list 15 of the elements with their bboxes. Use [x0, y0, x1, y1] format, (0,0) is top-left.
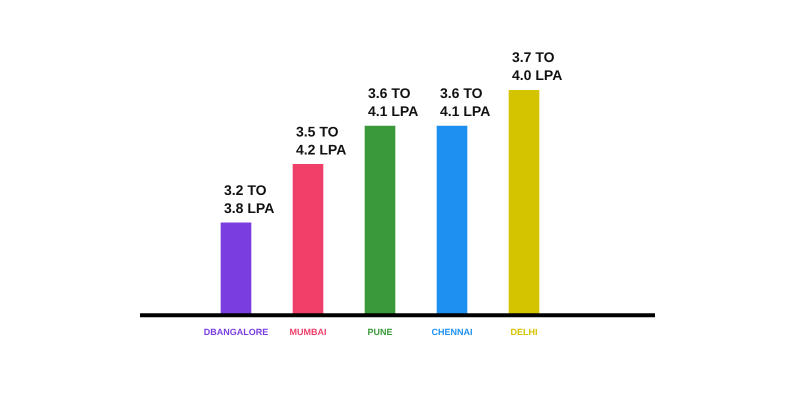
x-tick-label: PUNE: [367, 327, 393, 338]
annotation: 3.7 TO 4.0 LPA: [512, 49, 562, 83]
bar: [220, 222, 252, 316]
x-tick-label: DELHI: [510, 327, 538, 338]
x-tick-label: MUMBAI: [290, 327, 326, 338]
annotation: 3.5 TO 4.2 LPA: [296, 123, 346, 158]
bar: [436, 126, 468, 316]
bar: [508, 90, 540, 316]
annotation: 3.6 TO 4.1 LPA: [440, 85, 490, 120]
x-tick-label: CHENNAI: [431, 327, 473, 338]
x-tick-label: DBANGALORE: [204, 327, 268, 338]
annotation: 3.2 TO 3.8 LPA: [224, 182, 274, 216]
bar: [292, 164, 324, 316]
bar: [364, 126, 396, 316]
annotation: 3.6 TO 4.1 LPA: [368, 85, 418, 120]
